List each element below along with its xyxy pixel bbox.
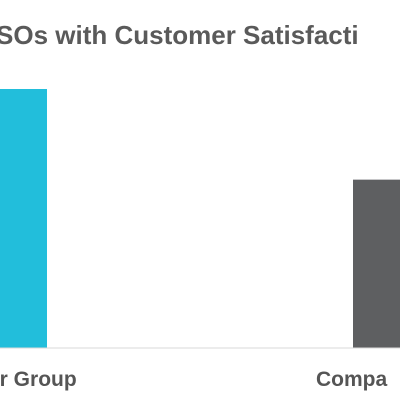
x-tick-label-1: er Group [0,368,77,391]
bar-1 [0,89,47,348]
bar-2 [353,179,400,348]
chart-title: SOs with Customer Satisfacti [0,20,359,50]
x-tick-label-2: Compa [316,368,387,391]
x-tick-labels: er Group Compa [0,368,387,391]
bar-group [0,89,400,348]
